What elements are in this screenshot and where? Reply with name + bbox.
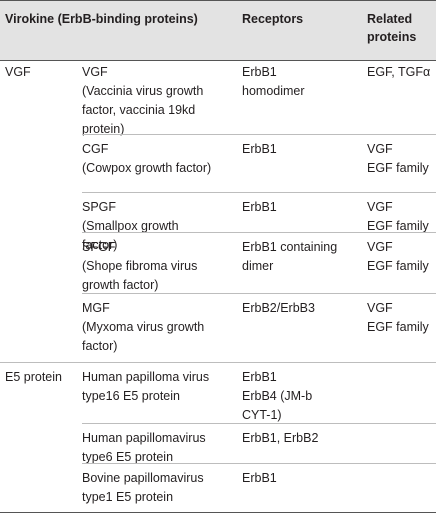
virokine-cell-line: factor, vaccinia 19kd [82, 103, 196, 117]
group-label: VGF [5, 65, 31, 79]
virokine-cell-line: VGF [82, 65, 108, 79]
related-cell-line: EGF family [367, 161, 429, 175]
related-cell-line: EGF family [367, 259, 429, 273]
row-divider [82, 232, 436, 233]
receptors-cell-line: ErbB2/ErbB3 [242, 301, 315, 315]
virokine-cell-line: SFGF [82, 240, 116, 254]
virokine-cell-line: (Cowpox growth factor) [82, 161, 212, 175]
virokine-cell-line: growth factor) [82, 278, 159, 292]
virokine-cell-line: SPGF [82, 200, 117, 214]
related-cell-line: VGF [367, 301, 393, 315]
group-label: E5 protein [5, 370, 62, 384]
receptors-cell-line: ErbB1 [242, 200, 277, 214]
virokine-cell-line: Human papilloma virus [82, 370, 210, 384]
virokine-cell-line: Bovine papillomavirus [82, 471, 204, 485]
header-virokine: Virokine (ErbB-binding proteins) [5, 12, 198, 26]
header-related-line1: Related [367, 12, 413, 26]
row-divider [82, 192, 436, 193]
related-cell-line: EGF, TGFα [367, 65, 431, 79]
virokine-cell-line: Human papillomavirus [82, 431, 206, 445]
receptors-cell-line: ErbB1 [242, 471, 277, 485]
virokine-cell-line: factor) [82, 238, 118, 252]
receptors-cell-line: ErbB4 (JM-b [242, 389, 313, 403]
row-divider [82, 293, 436, 294]
related-cell-line: EGF family [367, 320, 429, 334]
receptors-cell-line: ErbB1, ErbB2 [242, 431, 319, 445]
related-cell-line: EGF family [367, 219, 429, 233]
receptors-cell-line: ErbB1 [242, 142, 277, 156]
virokine-cell-line: type16 E5 protein [82, 389, 180, 403]
virokine-cell-line: protein) [82, 122, 125, 136]
group-divider [0, 362, 436, 363]
virokine-cell-line: MGF [82, 301, 110, 315]
virokine-cell-line: (Shope fibroma virus [82, 259, 198, 273]
row-divider [82, 423, 436, 424]
row-divider [82, 463, 436, 464]
virokine-cell-line: (Smallpox growth [82, 219, 179, 233]
receptors-cell-line: ErbB1 [242, 65, 277, 79]
receptors-cell-line: ErbB1 [242, 370, 277, 384]
virokine-cell-line: (Myxoma virus growth [82, 320, 205, 334]
row-divider [82, 134, 436, 135]
related-cell-line: VGF [367, 240, 393, 254]
virokine-cell-line: CGF [82, 142, 109, 156]
table-bottom-rule [0, 512, 436, 513]
virokine-cell-line: (Vaccinia virus growth [82, 84, 204, 98]
related-cell-line: VGF [367, 142, 393, 156]
virokine-cell-line: type6 E5 protein [82, 450, 174, 464]
table-header: Virokine (ErbB-binding proteins) Recepto… [0, 0, 436, 60]
receptors-cell-line: dimer [242, 259, 274, 273]
related-cell-line: VGF [367, 200, 393, 214]
header-bottom-rule [0, 60, 436, 61]
receptors-cell-line: homodimer [242, 84, 305, 98]
receptors-cell-line: CYT-1) [242, 408, 282, 422]
table-top-rule [0, 0, 436, 1]
receptors-cell-line: ErbB1 containing [242, 240, 338, 254]
header-related-line2: proteins [367, 30, 417, 44]
virokine-cell-line: type1 E5 protein [82, 490, 174, 504]
virokine-cell-line: factor) [82, 339, 118, 353]
header-receptors: Receptors [242, 12, 304, 26]
